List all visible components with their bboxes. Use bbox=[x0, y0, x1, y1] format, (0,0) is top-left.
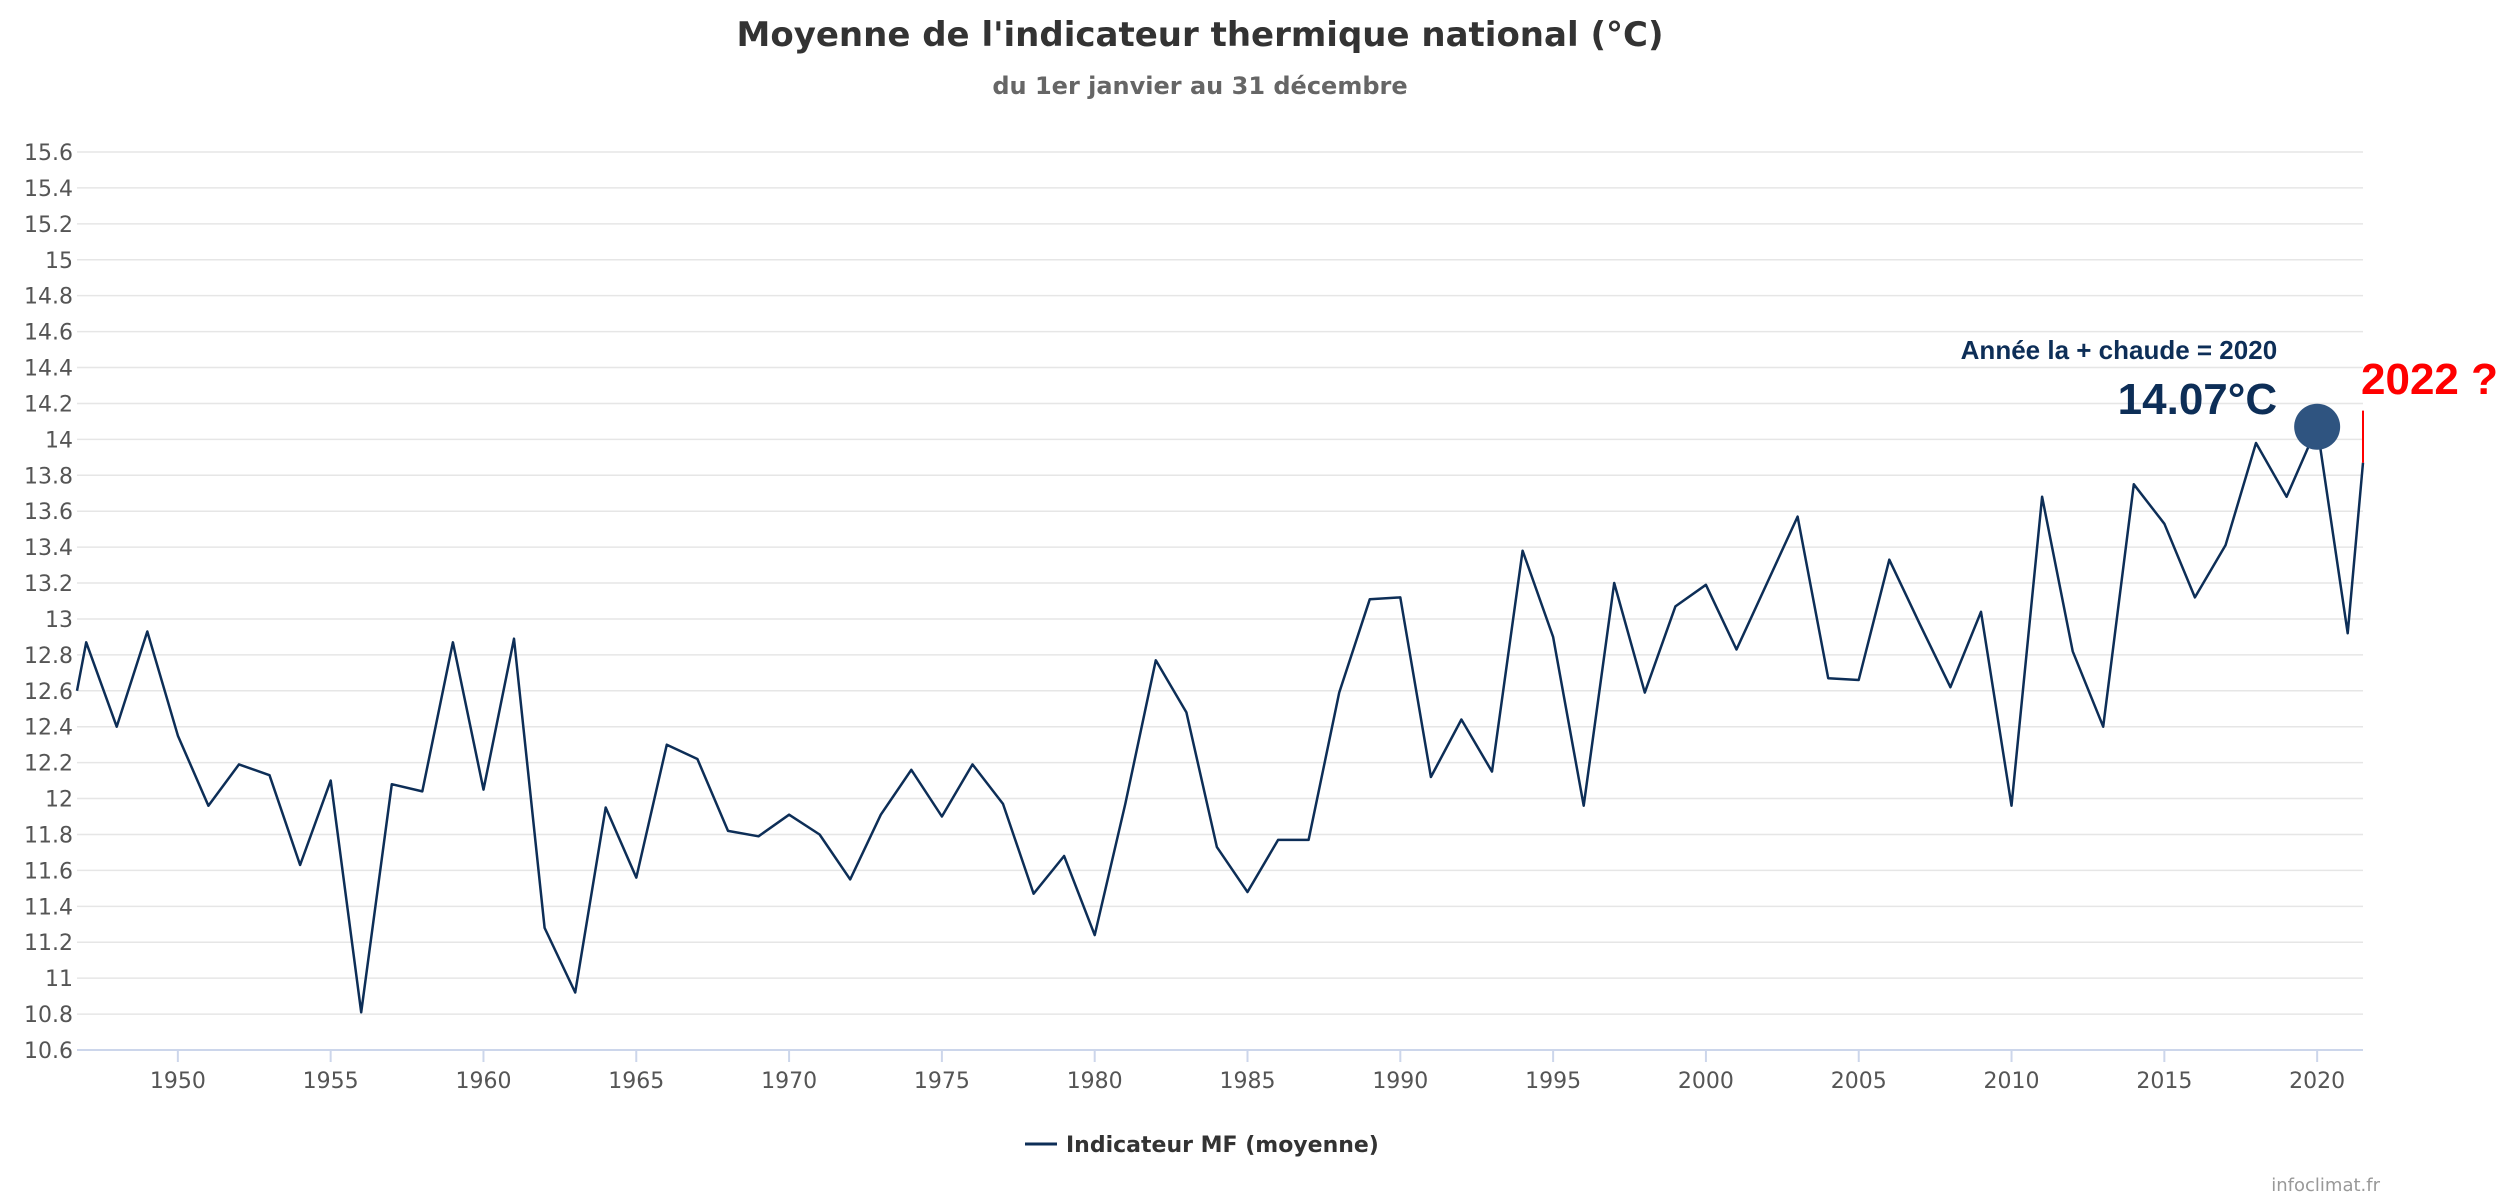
x-tick-label: 1970 bbox=[761, 1069, 817, 1094]
y-tick-label: 11.8 bbox=[24, 823, 73, 848]
y-tick-label: 14.2 bbox=[24, 392, 73, 417]
y-tick-label: 11.4 bbox=[24, 895, 73, 920]
x-tick-label: 1960 bbox=[455, 1069, 511, 1094]
x-tick-label: 2005 bbox=[1831, 1069, 1887, 1094]
x-tick-label: 1995 bbox=[1525, 1069, 1581, 1094]
y-tick-label: 14.6 bbox=[24, 321, 73, 346]
series-group bbox=[75, 425, 2365, 1014]
hottest-year-marker[interactable] bbox=[2294, 403, 2341, 450]
y-tick-label: 15.6 bbox=[24, 141, 73, 166]
x-tick-label: 1990 bbox=[1372, 1069, 1428, 1094]
y-tick-label: 13.2 bbox=[24, 572, 73, 597]
chart-subtitle: du 1er janvier au 31 décembre bbox=[992, 72, 1407, 100]
y-tick-label: 11.6 bbox=[24, 859, 73, 884]
y-tick-label: 13.6 bbox=[24, 500, 73, 525]
chart-title: Moyenne de l'indicateur thermique nation… bbox=[737, 15, 1664, 55]
x-tick-label: 1955 bbox=[303, 1069, 359, 1094]
legend[interactable]: Indicateur MF (moyenne) bbox=[1025, 1133, 1379, 1158]
y-tick-label: 11.2 bbox=[24, 931, 73, 956]
hottest-year-label: Année la + chaude = 2020 bbox=[1961, 335, 2278, 365]
x-tick-label: 2015 bbox=[2136, 1069, 2192, 1094]
y-tick-label: 13.8 bbox=[24, 464, 73, 489]
y-tick-label: 13 bbox=[45, 608, 73, 633]
credit-text[interactable]: infoclimat.fr bbox=[2271, 1175, 2380, 1196]
hottest-year-value: 14.07°C bbox=[2118, 375, 2277, 424]
y-tick-label: 12.8 bbox=[24, 644, 73, 669]
legend-item-label[interactable]: Indicateur MF (moyenne) bbox=[1066, 1133, 1379, 1158]
y-tick-label: 15.2 bbox=[24, 213, 73, 238]
y-tick-label: 14.4 bbox=[24, 357, 73, 382]
y-tick-label: 11 bbox=[45, 967, 73, 992]
y-tick-label: 10.8 bbox=[24, 1003, 73, 1028]
forecast-label: 2022 ? bbox=[2361, 355, 2498, 404]
grid-lines bbox=[77, 151, 2363, 1051]
x-tick-label: 1975 bbox=[914, 1069, 970, 1094]
y-tick-label: 15.4 bbox=[24, 177, 73, 202]
annotations: Année la + chaude = 2020 14.07°C 2022 ? bbox=[1961, 335, 2498, 463]
x-tick-label: 1965 bbox=[608, 1069, 664, 1094]
x-tick-label: 2000 bbox=[1678, 1069, 1734, 1094]
x-tick-label: 2010 bbox=[1984, 1069, 2040, 1094]
y-tick-label: 12 bbox=[45, 788, 73, 813]
y-tick-label: 12.2 bbox=[24, 752, 73, 777]
x-axis-ticks: 1950 1955 1960 1965 1970 1975 1980 1985 1990 1995… bbox=[150, 1050, 2345, 1094]
y-tick-label: 13.4 bbox=[24, 536, 73, 561]
y-tick-label: 14.8 bbox=[24, 285, 73, 310]
x-tick-label: 1985 bbox=[1220, 1069, 1276, 1094]
y-tick-label: 10.6 bbox=[24, 1039, 73, 1064]
y-tick-label: 12.6 bbox=[24, 680, 73, 705]
y-tick-label: 12.4 bbox=[24, 716, 73, 741]
x-tick-label: 2020 bbox=[2289, 1069, 2345, 1094]
y-axis: 10.6 10.8 11 11.2 11.4 11.6 11.8 12 12.2 12.4 12.6… bbox=[24, 141, 73, 1064]
series-line[interactable] bbox=[75, 425, 2365, 1014]
y-tick-label: 15 bbox=[45, 249, 73, 274]
x-tick-label: 1980 bbox=[1067, 1069, 1123, 1094]
x-tick-label: 1950 bbox=[150, 1069, 206, 1094]
y-tick-label: 14 bbox=[45, 428, 73, 453]
